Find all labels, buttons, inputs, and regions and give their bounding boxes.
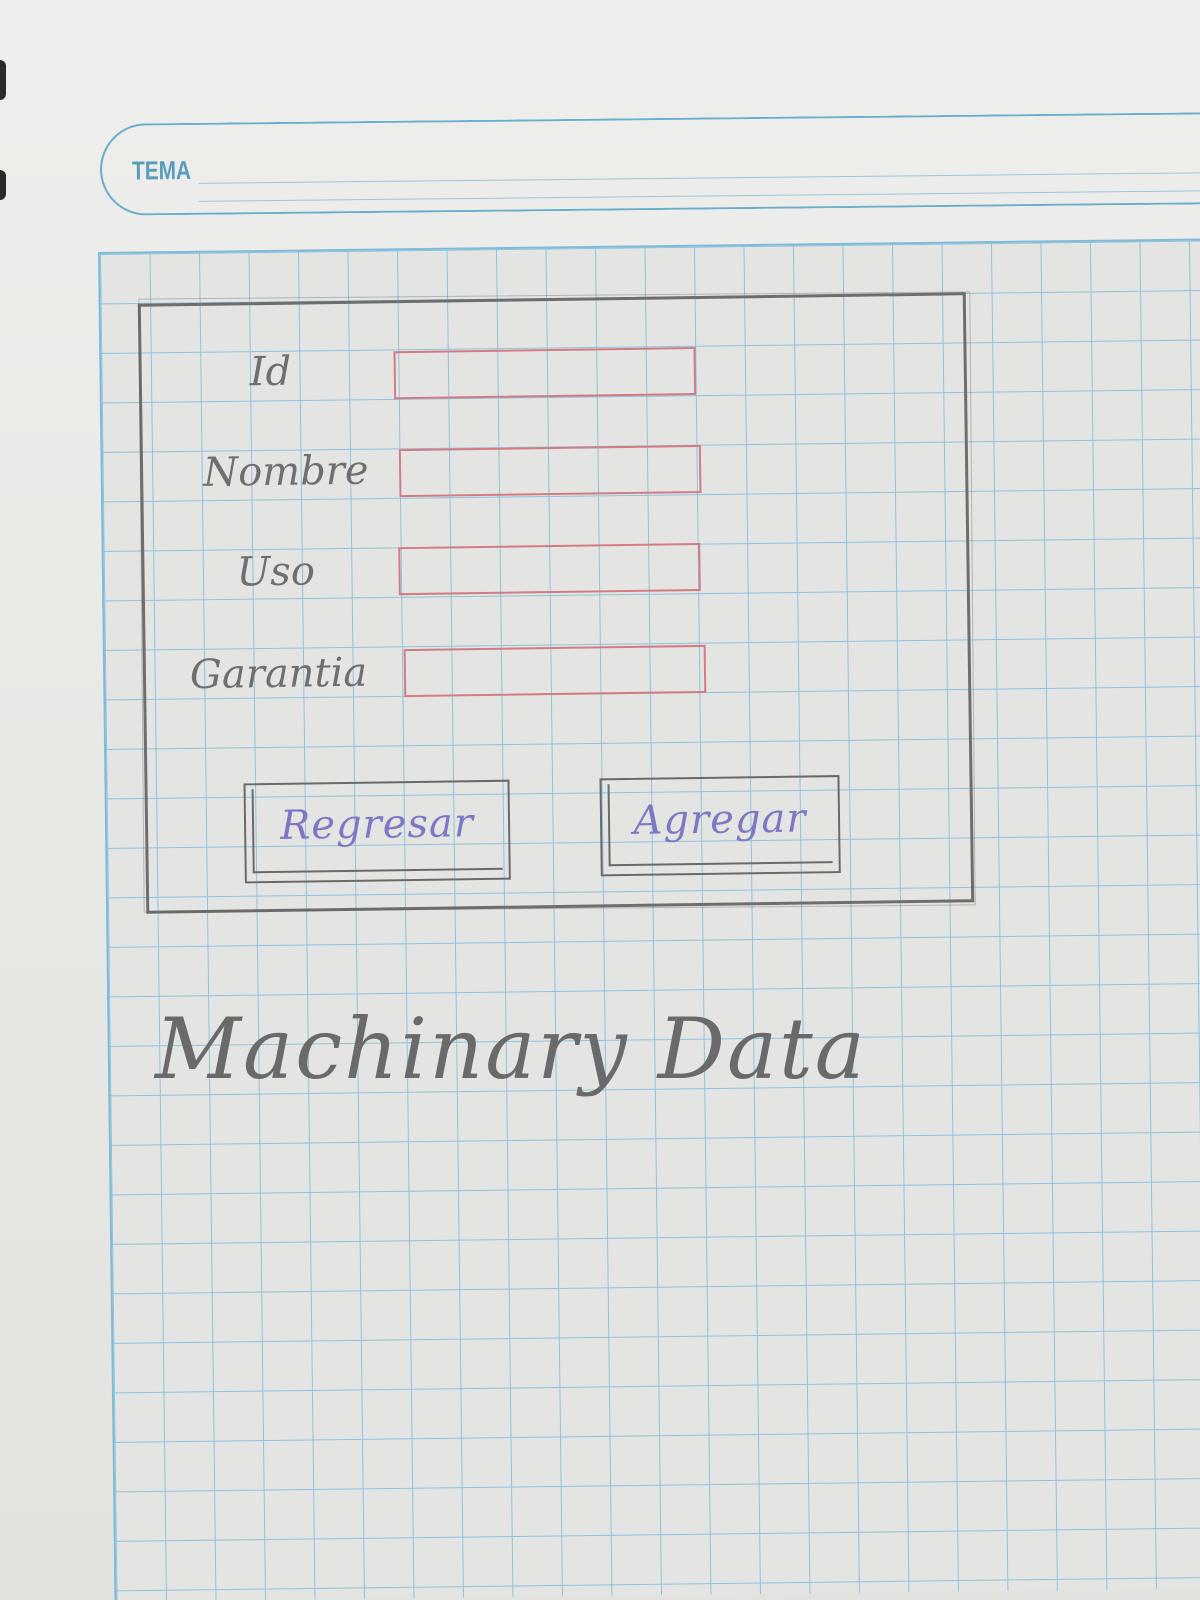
binder-ring [0,60,6,100]
tema-writing-line [198,190,1200,202]
tema-header-band: TEMA [99,112,1200,216]
nombre-field-label: Nombre [202,447,369,496]
garantia-field[interactable] [403,644,707,698]
form-window: Id Nombre Uso Garantia Regresar Agregar [137,292,975,914]
agregar-button-label: Agregar [633,795,807,844]
uso-field[interactable] [398,542,701,596]
tema-label: TEMA [131,154,192,186]
regresar-button[interactable]: Regresar [243,779,511,884]
id-field-label: Id [249,348,292,396]
id-field[interactable] [393,347,697,400]
garantia-field-label: Garantia [189,649,368,699]
agregar-button[interactable]: Agregar [599,775,841,877]
binder-ring [0,170,6,200]
tema-writing-line [198,172,1200,184]
regresar-button-label: Regresar [279,800,475,849]
nombre-field[interactable] [398,444,702,498]
page-caption: Machinary Data [155,1000,867,1098]
uso-field-label: Uso [236,548,316,596]
